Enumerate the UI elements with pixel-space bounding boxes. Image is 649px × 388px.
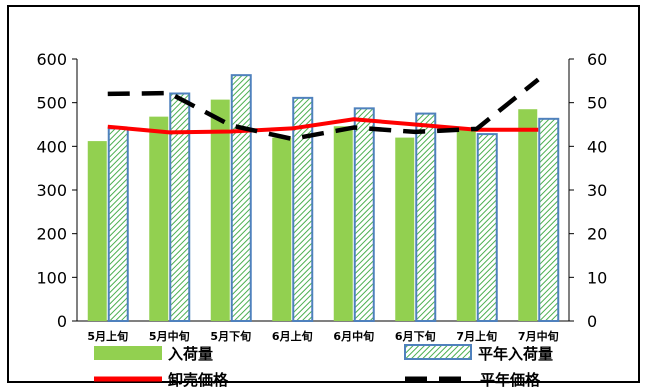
legend-label-heinen-nyukaryo: 平年入荷量 <box>478 345 553 363</box>
x-tick-label: 6月下旬 <box>395 329 436 343</box>
y-tick-label-left: 500 <box>36 94 67 113</box>
x-tick-label: 6月上旬 <box>272 329 313 343</box>
y-tick-label-right: 50 <box>587 94 607 113</box>
x-tick-label: 5月中旬 <box>149 329 190 343</box>
y-tick-label-left: 300 <box>36 181 67 200</box>
y-tick-label-left: 400 <box>36 137 67 156</box>
bar-heinen-nyukaryo <box>415 112 437 323</box>
y-tick-label-right: 40 <box>587 137 607 156</box>
bar-heinen-nyukaryo <box>230 74 252 323</box>
line-oroshiuri-kakaku <box>107 117 539 135</box>
y-tick-label-right: 30 <box>587 181 607 200</box>
legend-swatch-heinen-nyukaryo <box>404 344 472 360</box>
legend-label-nyukaryo: 入荷量 <box>168 345 213 363</box>
bar-nyukaryo <box>333 126 353 321</box>
x-tick-label: 7月中旬 <box>518 329 559 343</box>
bar-heinen-nyukaryo <box>169 92 191 322</box>
x-tick-label: 5月下旬 <box>210 329 251 343</box>
bar-nyukaryo <box>395 137 415 321</box>
bar-nyukaryo <box>272 137 292 321</box>
bar-nyukaryo <box>87 141 107 321</box>
bar-nyukaryo <box>456 128 476 321</box>
bar-nyukaryo <box>210 99 230 321</box>
x-tick-label: 7月上旬 <box>456 329 497 343</box>
bar-heinen-nyukaryo <box>107 127 129 322</box>
bar-heinen-nyukaryo <box>476 133 498 322</box>
y-tick-label-left: 0 <box>57 312 67 331</box>
legend-label-oroshiuri-kakaku: 卸売価格 <box>168 371 229 388</box>
line-heinen-kakaku <box>107 77 540 142</box>
y-tick-label-left: 200 <box>36 225 67 244</box>
legend-label-heinen-kakaku: 平年価格 <box>480 371 541 388</box>
x-tick-label: 6月中旬 <box>333 329 374 343</box>
y-tick-label-right: 60 <box>587 50 607 69</box>
bar-nyukaryo <box>149 116 169 321</box>
y-tick-label-right: 10 <box>587 268 607 287</box>
bar-heinen-nyukaryo <box>353 107 375 322</box>
bar-heinen-nyukaryo <box>538 117 560 322</box>
y-tick-label-left: 100 <box>36 268 67 287</box>
y-tick-label-left: 600 <box>36 50 67 69</box>
x-tick-label: 5月上旬 <box>87 329 128 343</box>
legend-swatch-nyukaryo <box>94 346 162 360</box>
bar-heinen-nyukaryo <box>292 96 314 323</box>
y-tick-label-right: 0 <box>587 312 597 331</box>
bar-nyukaryo <box>518 109 538 321</box>
y-tick-label-right: 20 <box>587 225 607 244</box>
